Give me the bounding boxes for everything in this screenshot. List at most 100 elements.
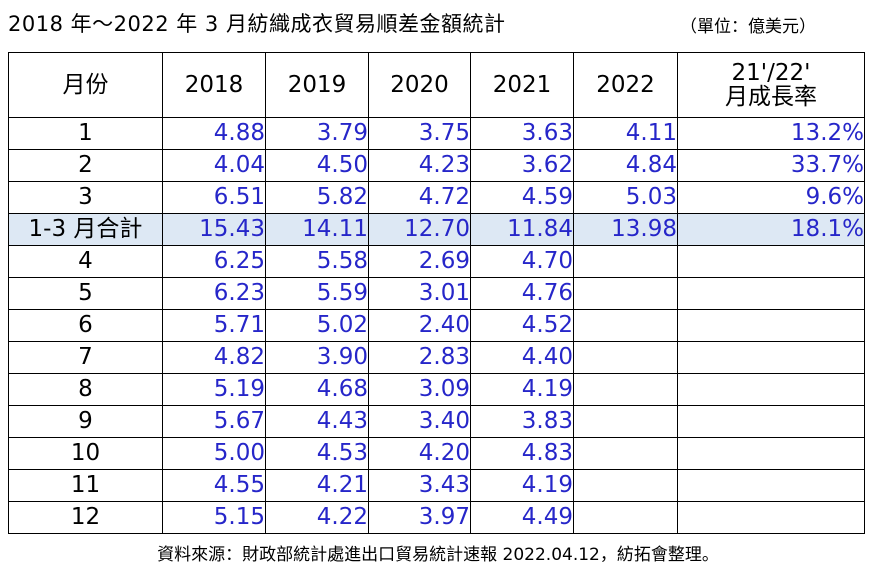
- cell-y2020: 2.69: [368, 245, 471, 278]
- cell-y2020: 3.43: [368, 469, 471, 502]
- cell-growth: [677, 405, 865, 438]
- table-row: 2 4.04 4.50 4.23 3.62 4.84 33.7%: [8, 149, 865, 182]
- cell-y2019: 5.59: [265, 277, 369, 310]
- cell-y2021: 3.62: [470, 149, 574, 182]
- header-growth-label: 月成長率: [725, 84, 817, 110]
- cell-y2021: 4.19: [470, 469, 574, 502]
- summary-row: 1-3 月合計 15.43 14.11 12.70 11.84 13.98 18.1%: [8, 213, 865, 246]
- cell-y2018: 4.88: [162, 117, 266, 150]
- cell-growth: [677, 309, 865, 342]
- cell-growth: [677, 373, 865, 406]
- unit-note: （單位：億美元）: [680, 17, 816, 37]
- cell-y2022: [573, 501, 678, 534]
- cell-y2021: 11.84: [470, 213, 574, 246]
- cell-y2022: 5.03: [573, 181, 678, 214]
- header-2019: 2019: [265, 52, 369, 118]
- cell-y2021: 4.49: [470, 501, 574, 534]
- cell-month: 5: [8, 277, 163, 310]
- table-body: 1 4.88 3.79 3.75 3.63 4.11 13.2% 2 4.04 4.50 4.23 3…: [8, 117, 865, 534]
- cell-y2021: 3.83: [470, 405, 574, 438]
- cell-y2021: 4.59: [470, 181, 574, 214]
- cell-y2022: [573, 245, 678, 278]
- cell-y2018: 15.43: [162, 213, 266, 246]
- cell-growth: 18.1%: [677, 213, 865, 246]
- cell-growth: 33.7%: [677, 149, 865, 182]
- source-note: 資料來源：財政部統計處進出口貿易統計速報 2022.04.12，紡拓會整理。: [157, 545, 719, 565]
- cell-y2018: 4.82: [162, 341, 266, 374]
- header-2020: 2020: [368, 52, 471, 118]
- cell-month: 7: [8, 341, 163, 374]
- table-row: 1 4.88 3.79 3.75 3.63 4.11 13.2%: [8, 117, 865, 150]
- cell-y2022: [573, 341, 678, 374]
- cell-growth: [677, 437, 865, 470]
- cell-growth: [677, 501, 865, 534]
- cell-y2022: [573, 277, 678, 310]
- cell-y2022: [573, 469, 678, 502]
- cell-y2022: [573, 437, 678, 470]
- cell-y2018: 4.55: [162, 469, 266, 502]
- cell-y2021: 4.40: [470, 341, 574, 374]
- table-row: 11 4.55 4.21 3.43 4.19: [8, 469, 865, 502]
- cell-y2019: 4.21: [265, 469, 369, 502]
- cell-y2018: 5.15: [162, 501, 266, 534]
- cell-growth: 9.6%: [677, 181, 865, 214]
- header-month: 月份: [8, 52, 163, 118]
- header-row: 月份 2018 2019 2020 2021 2022 21'/22' 月成長率: [8, 52, 865, 118]
- header-growth: 21'/22' 月成長率: [677, 52, 865, 118]
- cell-y2019: 4.68: [265, 373, 369, 406]
- cell-y2020: 3.75: [368, 117, 471, 150]
- table-row: 5 6.23 5.59 3.01 4.76: [8, 277, 865, 310]
- cell-y2019: 14.11: [265, 213, 369, 246]
- cell-y2018: 6.23: [162, 277, 266, 310]
- cell-y2022: 4.84: [573, 149, 678, 182]
- cell-y2022: [573, 373, 678, 406]
- header-growth-years: 21'/22': [731, 59, 811, 86]
- cell-y2018: 5.00: [162, 437, 266, 470]
- header-2018: 2018: [162, 52, 266, 118]
- cell-y2019: 4.53: [265, 437, 369, 470]
- header-2022: 2022: [573, 52, 678, 118]
- table-row: 12 5.15 4.22 3.97 4.49: [8, 501, 865, 534]
- cell-y2019: 4.43: [265, 405, 369, 438]
- cell-month: 9: [8, 405, 163, 438]
- cell-y2022: 4.11: [573, 117, 678, 150]
- cell-y2020: 2.40: [368, 309, 471, 342]
- cell-y2018: 5.71: [162, 309, 266, 342]
- cell-y2020: 3.01: [368, 277, 471, 310]
- cell-y2018: 5.67: [162, 405, 266, 438]
- table-title: 2018 年～2022 年 3 月紡織成衣貿易順差金額統計: [8, 12, 506, 36]
- cell-growth: [677, 469, 865, 502]
- cell-month: 1-3 月合計: [8, 213, 163, 246]
- cell-y2020: 3.09: [368, 373, 471, 406]
- cell-y2020: 3.97: [368, 501, 471, 534]
- cell-y2021: 4.70: [470, 245, 574, 278]
- cell-growth: [677, 341, 865, 374]
- cell-y2021: 3.63: [470, 117, 574, 150]
- table-row: 9 5.67 4.43 3.40 3.83: [8, 405, 865, 438]
- cell-y2018: 6.25: [162, 245, 266, 278]
- cell-y2021: 4.52: [470, 309, 574, 342]
- cell-y2019: 5.58: [265, 245, 369, 278]
- cell-y2019: 4.50: [265, 149, 369, 182]
- header-2021: 2021: [470, 52, 574, 118]
- cell-y2021: 4.19: [470, 373, 574, 406]
- cell-y2022: [573, 309, 678, 342]
- cell-y2020: 3.40: [368, 405, 471, 438]
- cell-y2019: 3.90: [265, 341, 369, 374]
- cell-y2020: 4.20: [368, 437, 471, 470]
- cell-y2018: 4.04: [162, 149, 266, 182]
- table-row: 3 6.51 5.82 4.72 4.59 5.03 9.6%: [8, 181, 865, 214]
- cell-y2022: [573, 405, 678, 438]
- cell-month: 3: [8, 181, 163, 214]
- cell-month: 12: [8, 501, 163, 534]
- cell-y2019: 5.02: [265, 309, 369, 342]
- cell-growth: [677, 277, 865, 310]
- cell-y2021: 4.76: [470, 277, 574, 310]
- cell-month: 11: [8, 469, 163, 502]
- cell-y2020: 12.70: [368, 213, 471, 246]
- cell-y2020: 4.23: [368, 149, 471, 182]
- table-row: 8 5.19 4.68 3.09 4.19: [8, 373, 865, 406]
- cell-growth: 13.2%: [677, 117, 865, 150]
- table-row: 10 5.00 4.53 4.20 4.83: [8, 437, 865, 470]
- cell-y2019: 5.82: [265, 181, 369, 214]
